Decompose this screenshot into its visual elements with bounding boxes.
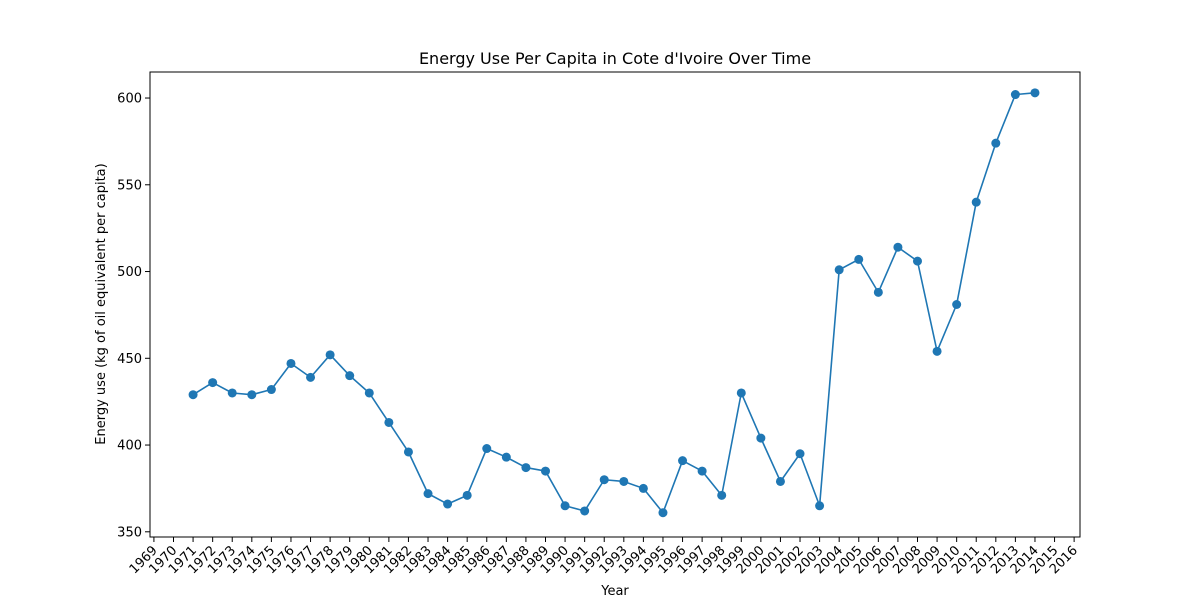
data-point — [775, 476, 785, 486]
series-layer — [188, 88, 1040, 518]
data-point — [345, 371, 355, 381]
y-tick-label: 500 — [117, 265, 142, 280]
data-point — [873, 287, 883, 297]
data-point — [756, 433, 766, 443]
y-axis-label: Energy use (kg of oil equivalent per cap… — [94, 163, 109, 444]
data-point — [482, 444, 492, 454]
data-point — [286, 358, 296, 368]
y-tick-label: 600 — [117, 92, 142, 107]
data-point — [462, 490, 472, 500]
data-point — [521, 463, 531, 473]
chart-title: Energy Use Per Capita in Cote d'Ivoire O… — [419, 49, 811, 68]
data-point — [854, 254, 864, 264]
data-point — [658, 508, 668, 518]
series-line — [192, 92, 1036, 514]
data-point — [364, 388, 374, 398]
y-tick-label: 450 — [117, 352, 142, 367]
y-tick-label: 400 — [117, 439, 142, 454]
data-point — [306, 372, 316, 382]
data-point — [991, 138, 1001, 148]
data-point — [540, 466, 550, 476]
data-point — [678, 456, 688, 466]
plot-frame — [149, 71, 1081, 538]
data-point — [208, 378, 218, 388]
data-point — [188, 390, 198, 400]
data-point — [580, 506, 590, 516]
data-point — [1030, 88, 1040, 98]
data-point — [815, 501, 825, 511]
data-point — [443, 499, 453, 509]
data-point — [893, 242, 903, 252]
y-tick-label: 350 — [117, 525, 142, 540]
data-point — [736, 388, 746, 398]
data-point — [971, 197, 981, 207]
data-point — [912, 256, 922, 266]
x-axis-label: Year — [600, 584, 629, 599]
data-point — [932, 346, 942, 356]
data-point — [619, 476, 629, 486]
data-point — [599, 475, 609, 485]
data-point — [501, 452, 511, 462]
data-point — [423, 489, 433, 499]
data-point — [952, 300, 962, 309]
y-axis: 350 400 450 500 550 600 — [117, 92, 150, 540]
data-point — [560, 501, 570, 511]
data-point — [227, 388, 237, 398]
y-tick-label: 550 — [117, 178, 142, 193]
data-point — [717, 490, 727, 500]
data-point — [403, 447, 413, 457]
data-point — [638, 483, 648, 493]
data-point — [697, 466, 707, 476]
data-point — [384, 417, 394, 427]
data-point — [247, 390, 257, 400]
data-point — [795, 449, 805, 459]
data-point — [834, 265, 844, 275]
data-point — [1010, 90, 1020, 100]
data-point — [266, 385, 276, 395]
data-point — [325, 350, 335, 360]
